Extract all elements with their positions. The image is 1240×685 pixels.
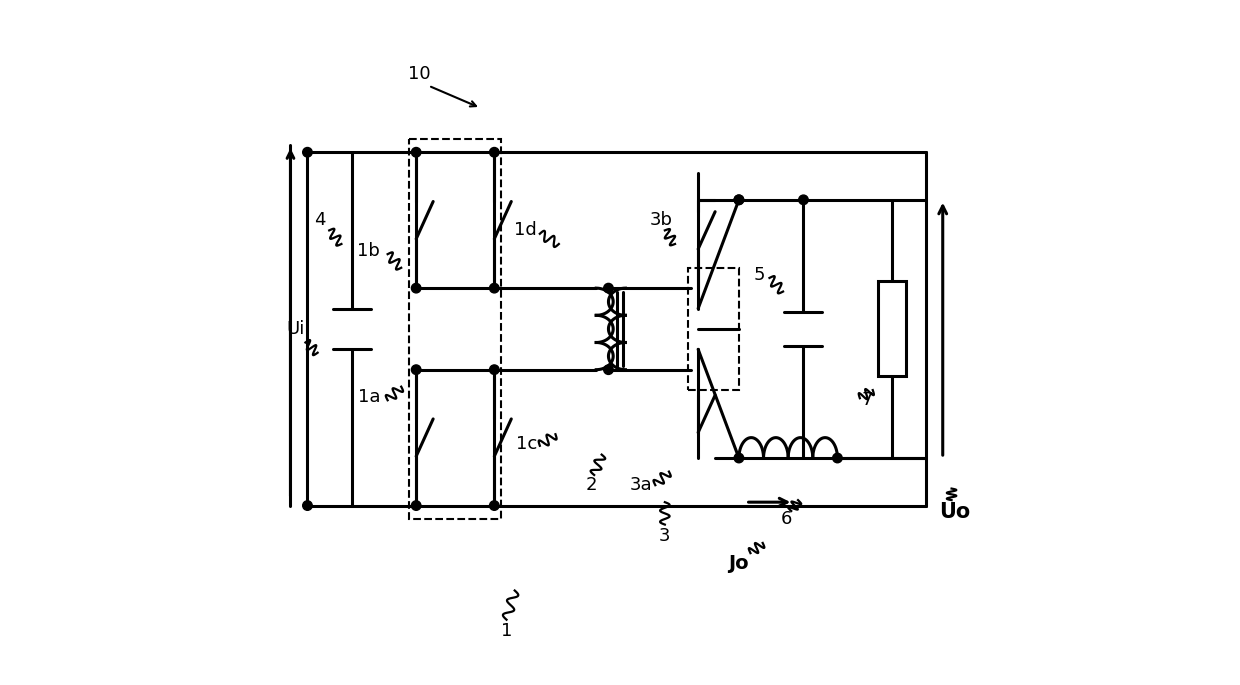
Circle shape — [490, 147, 498, 157]
Text: 2: 2 — [585, 476, 598, 494]
Text: 1: 1 — [501, 622, 512, 640]
Circle shape — [490, 284, 498, 293]
Text: 5: 5 — [754, 266, 765, 284]
Circle shape — [734, 195, 744, 205]
Circle shape — [303, 147, 312, 157]
Text: 3a: 3a — [630, 476, 652, 494]
Text: 4: 4 — [314, 211, 325, 229]
Text: 7: 7 — [862, 391, 873, 409]
Text: 1b: 1b — [357, 242, 381, 260]
Bar — [878, 282, 906, 377]
Circle shape — [412, 501, 420, 510]
Text: 6: 6 — [781, 510, 792, 528]
Circle shape — [734, 195, 744, 205]
Circle shape — [833, 453, 842, 463]
Text: 1d: 1d — [515, 221, 537, 239]
Circle shape — [412, 147, 420, 157]
Text: 3b: 3b — [650, 211, 672, 229]
Text: Jo: Jo — [729, 553, 749, 573]
Bar — [688, 268, 739, 390]
Bar — [409, 138, 501, 519]
Text: 1a: 1a — [357, 388, 381, 406]
Circle shape — [303, 501, 312, 510]
Circle shape — [604, 365, 614, 375]
Text: 3: 3 — [660, 527, 671, 545]
Circle shape — [734, 453, 744, 463]
Circle shape — [490, 365, 498, 375]
Circle shape — [412, 284, 420, 293]
Circle shape — [799, 195, 808, 205]
Text: 1c: 1c — [516, 436, 537, 453]
Text: 10: 10 — [408, 65, 430, 83]
Text: Ui: Ui — [286, 320, 304, 338]
Circle shape — [412, 365, 420, 375]
Text: Uo: Uo — [939, 502, 970, 523]
Circle shape — [604, 284, 614, 293]
Circle shape — [490, 501, 498, 510]
